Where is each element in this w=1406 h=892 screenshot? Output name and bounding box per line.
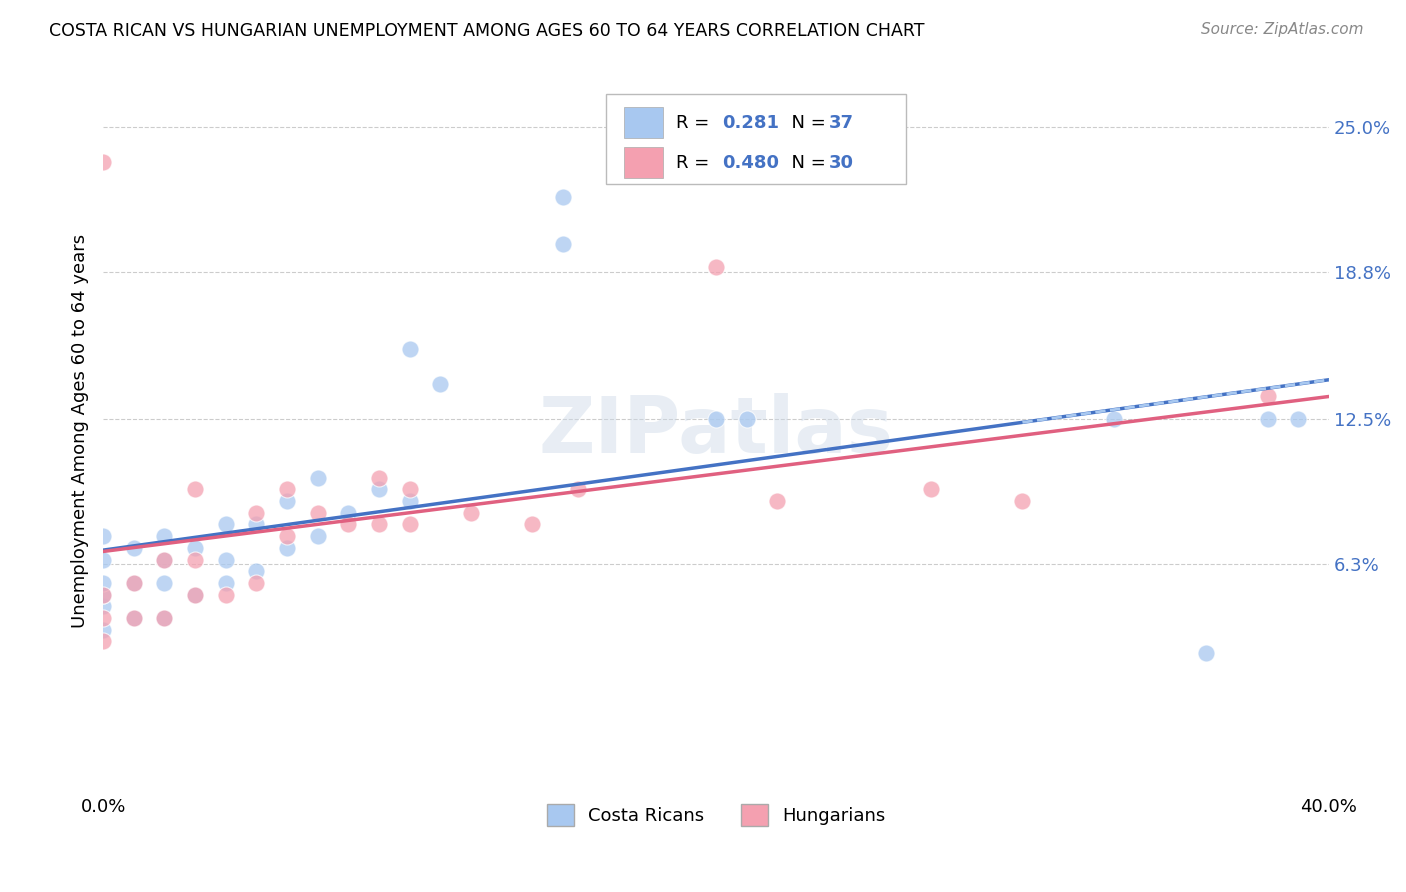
Point xyxy=(1257,412,1279,426)
Point xyxy=(520,517,543,532)
Point xyxy=(460,506,482,520)
Point xyxy=(91,611,114,625)
Point xyxy=(551,236,574,251)
Point xyxy=(91,599,114,614)
Point xyxy=(920,483,942,497)
Text: COSTA RICAN VS HUNGARIAN UNEMPLOYMENT AMONG AGES 60 TO 64 YEARS CORRELATION CHAR: COSTA RICAN VS HUNGARIAN UNEMPLOYMENT AM… xyxy=(49,22,925,40)
Point xyxy=(337,517,360,532)
FancyBboxPatch shape xyxy=(606,94,905,185)
Point xyxy=(215,517,238,532)
Text: 0.480: 0.480 xyxy=(723,153,779,171)
Point xyxy=(276,529,298,543)
Point xyxy=(91,552,114,566)
FancyBboxPatch shape xyxy=(624,146,664,178)
Point xyxy=(704,260,727,275)
Point xyxy=(245,575,267,590)
Point xyxy=(153,611,176,625)
Y-axis label: Unemployment Among Ages 60 to 64 years: Unemployment Among Ages 60 to 64 years xyxy=(72,234,89,628)
Text: 37: 37 xyxy=(828,113,853,131)
Point xyxy=(307,529,329,543)
Point xyxy=(1011,494,1033,508)
Point xyxy=(153,552,176,566)
Point xyxy=(276,483,298,497)
Text: Source: ZipAtlas.com: Source: ZipAtlas.com xyxy=(1201,22,1364,37)
Point xyxy=(91,588,114,602)
Point xyxy=(184,483,207,497)
Point xyxy=(307,471,329,485)
Point xyxy=(184,588,207,602)
Point xyxy=(245,564,267,578)
Point xyxy=(91,529,114,543)
Point xyxy=(215,588,238,602)
Point xyxy=(245,506,267,520)
Text: ZIPatlas: ZIPatlas xyxy=(538,393,893,469)
Point xyxy=(368,483,391,497)
Point xyxy=(215,552,238,566)
Point xyxy=(368,517,391,532)
Point xyxy=(429,377,451,392)
Point xyxy=(245,517,267,532)
Point xyxy=(91,623,114,637)
Point xyxy=(398,483,420,497)
Text: 0.281: 0.281 xyxy=(723,113,779,131)
Point xyxy=(91,575,114,590)
Point xyxy=(122,611,145,625)
Point xyxy=(704,412,727,426)
Point xyxy=(153,529,176,543)
Point xyxy=(368,471,391,485)
Text: N =: N = xyxy=(780,113,831,131)
Point xyxy=(276,541,298,555)
Text: N =: N = xyxy=(780,153,831,171)
Point xyxy=(398,342,420,356)
Point xyxy=(551,190,574,204)
Point xyxy=(122,611,145,625)
Point xyxy=(122,541,145,555)
Text: 30: 30 xyxy=(828,153,853,171)
Point xyxy=(91,588,114,602)
Point xyxy=(215,575,238,590)
Point xyxy=(1195,646,1218,660)
Point xyxy=(91,155,114,169)
Point xyxy=(184,541,207,555)
Point xyxy=(1257,389,1279,403)
Point xyxy=(398,494,420,508)
Point xyxy=(91,634,114,648)
Point xyxy=(766,494,789,508)
Legend: Costa Ricans, Hungarians: Costa Ricans, Hungarians xyxy=(537,795,894,835)
Point xyxy=(735,412,758,426)
Point xyxy=(184,588,207,602)
Point xyxy=(337,506,360,520)
Point xyxy=(567,483,589,497)
Point xyxy=(1286,412,1309,426)
Text: R =: R = xyxy=(675,113,714,131)
FancyBboxPatch shape xyxy=(624,106,664,138)
Point xyxy=(153,611,176,625)
Point xyxy=(307,506,329,520)
Point xyxy=(153,575,176,590)
Point xyxy=(184,552,207,566)
Text: R =: R = xyxy=(675,153,714,171)
Point xyxy=(1104,412,1126,426)
Point xyxy=(153,552,176,566)
Point xyxy=(276,494,298,508)
Point xyxy=(398,517,420,532)
Point xyxy=(122,575,145,590)
Point xyxy=(122,575,145,590)
